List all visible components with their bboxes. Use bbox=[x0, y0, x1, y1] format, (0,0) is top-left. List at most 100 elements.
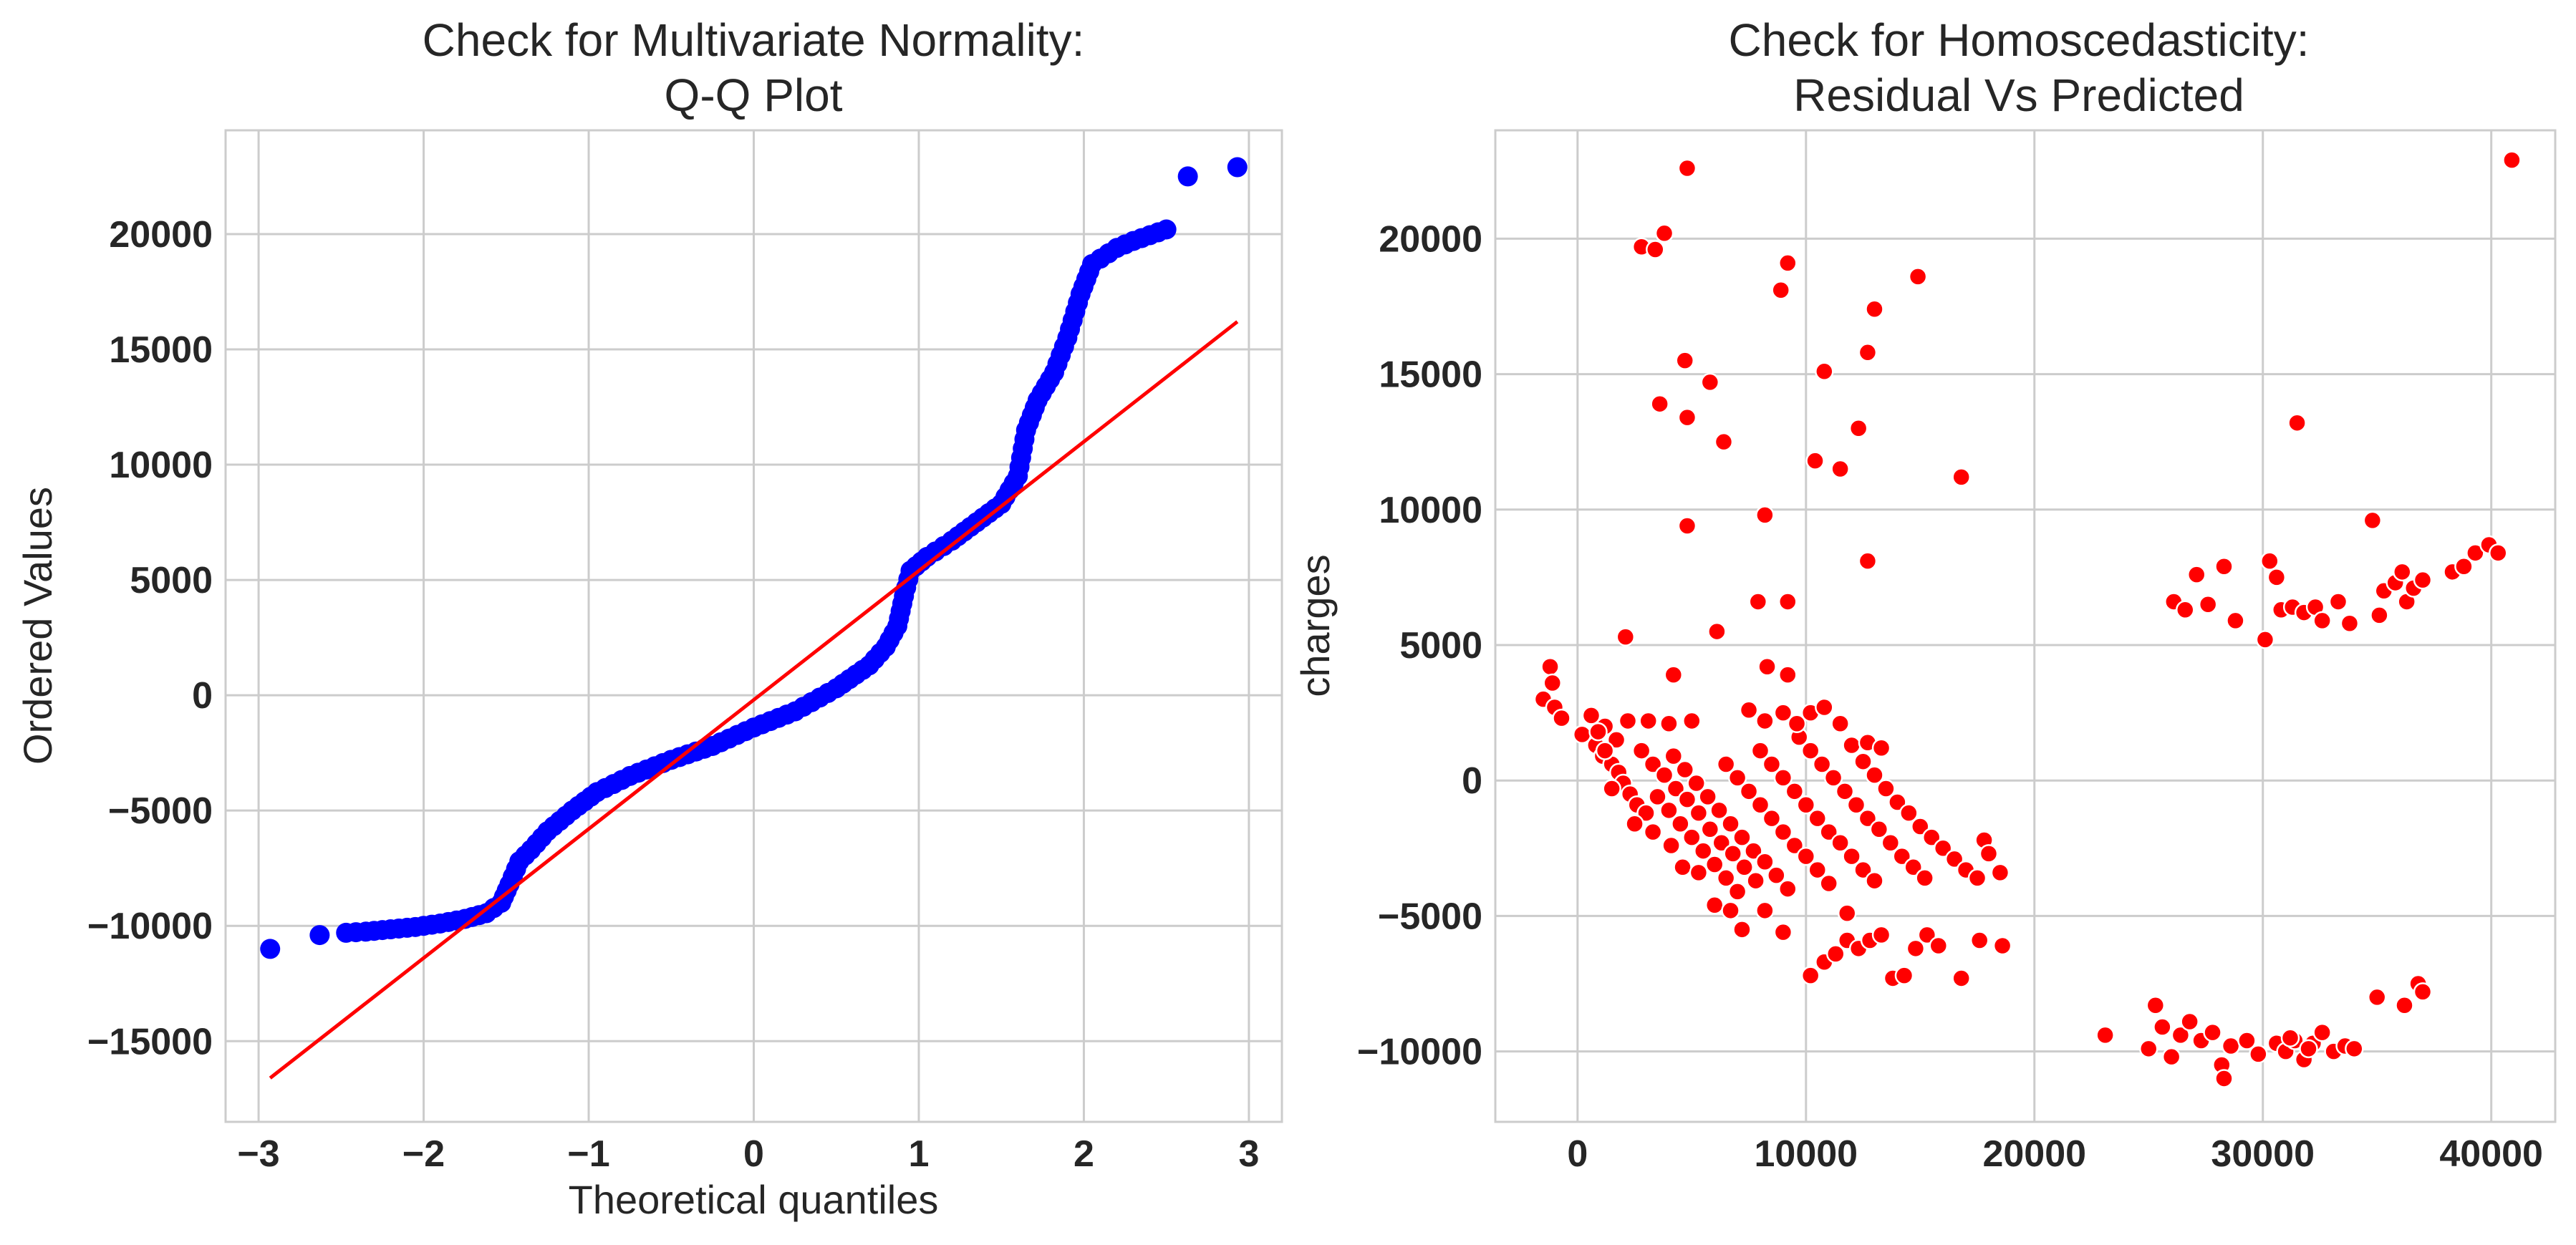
residual-point bbox=[2280, 1028, 2300, 1047]
residual-point bbox=[2198, 594, 2218, 614]
residual-point bbox=[2312, 611, 2332, 631]
qq-x-tick-label: 3 bbox=[1238, 1133, 1259, 1175]
residual-point bbox=[2287, 413, 2307, 432]
residual-point bbox=[1778, 253, 1798, 273]
qq-y-tick-label: −10000 bbox=[87, 906, 213, 947]
residual-point bbox=[1675, 351, 1694, 370]
residual-point bbox=[1921, 828, 1941, 847]
residual-point bbox=[1865, 299, 1884, 319]
qq-fit-line bbox=[269, 320, 1239, 1080]
residual-point bbox=[1659, 714, 1679, 733]
residual-point bbox=[1739, 782, 1759, 801]
res-y-tick-label: 20000 bbox=[1379, 218, 1482, 260]
residual-point bbox=[1661, 835, 1681, 856]
residual-point bbox=[2171, 1025, 2191, 1045]
residual-point bbox=[2226, 611, 2245, 631]
qq-point bbox=[309, 925, 330, 946]
residual-point bbox=[2161, 1047, 2181, 1067]
residual-y-tick-labels: −10000 −5000 0 5000 10000 15000 20000 bbox=[1357, 218, 1482, 1072]
residual-point bbox=[2237, 1031, 2257, 1050]
residual-point bbox=[1689, 863, 1709, 883]
residual-point bbox=[1869, 820, 1889, 839]
residual-point bbox=[2255, 630, 2275, 649]
residual-point bbox=[2502, 150, 2522, 170]
residual-point bbox=[1714, 432, 1734, 452]
residual-point bbox=[1888, 793, 1907, 812]
residual-point bbox=[1853, 860, 1873, 880]
residual-point bbox=[1739, 700, 1759, 720]
residual-point bbox=[1767, 866, 1786, 885]
residual-point bbox=[1700, 372, 1720, 392]
residual-point bbox=[2489, 543, 2508, 563]
residual-point bbox=[1933, 838, 1953, 858]
residual-point bbox=[1915, 868, 1934, 888]
residual-point bbox=[1812, 755, 1832, 774]
residual-point bbox=[1677, 407, 1697, 427]
residual-point bbox=[1853, 752, 1873, 771]
residual-point bbox=[1704, 896, 1724, 915]
qq-y-tick-label: −5000 bbox=[108, 790, 213, 832]
residual-point bbox=[1540, 657, 1560, 677]
residual-point bbox=[2095, 1025, 2115, 1045]
residual-point bbox=[1830, 714, 1850, 733]
residual-point bbox=[1616, 627, 1636, 646]
residual-point bbox=[2138, 1039, 2158, 1059]
qq-y-tick-label: 15000 bbox=[109, 329, 213, 371]
residual-point bbox=[1858, 551, 1878, 571]
residual-point bbox=[2176, 600, 2195, 620]
residual-data-points bbox=[1533, 150, 2522, 1088]
residual-point bbox=[1785, 835, 1805, 856]
residual-point bbox=[1606, 730, 1626, 750]
residual-point bbox=[1659, 800, 1679, 820]
res-y-tick-label: −5000 bbox=[1378, 896, 1482, 937]
residual-point bbox=[1778, 879, 1798, 898]
residual-point bbox=[1689, 803, 1709, 823]
res-x-tick-label: 10000 bbox=[1754, 1133, 1858, 1175]
residual-point bbox=[1778, 665, 1798, 684]
residual-point bbox=[2393, 562, 2412, 582]
residual-point bbox=[1639, 711, 1658, 731]
qq-y-tick-label: 10000 bbox=[109, 445, 213, 486]
residual-point bbox=[2345, 1039, 2364, 1059]
qq-x-tick-label: −1 bbox=[567, 1133, 609, 1175]
residual-point bbox=[2413, 982, 2433, 1002]
residual-point bbox=[1865, 765, 1884, 785]
residual-point bbox=[1650, 394, 1669, 414]
residual-point bbox=[1876, 779, 1896, 798]
residual-gridlines bbox=[1495, 130, 2555, 1122]
residual-point bbox=[2153, 1017, 2172, 1037]
residual-point bbox=[1618, 711, 1638, 731]
qq-x-tick-label: −2 bbox=[402, 1133, 445, 1175]
residual-point bbox=[1643, 755, 1663, 774]
residual-point bbox=[1819, 822, 1838, 842]
residual-point bbox=[1755, 711, 1775, 731]
residual-point bbox=[1842, 846, 1861, 866]
residual-point bbox=[1830, 833, 1850, 853]
residual-point bbox=[1755, 901, 1775, 921]
residual-point bbox=[1892, 846, 1912, 866]
residual-point bbox=[1992, 936, 2012, 956]
residual-point bbox=[1723, 844, 1742, 863]
residual-point bbox=[2221, 1036, 2241, 1056]
qq-y-tick-label: 0 bbox=[192, 675, 213, 717]
residual-point bbox=[1700, 820, 1720, 839]
residual-point bbox=[1631, 741, 1651, 760]
residual-point bbox=[2340, 614, 2360, 633]
qq-y-tick-labels: −15000 −10000 −5000 0 5000 10000 15000 20000 bbox=[87, 214, 213, 1062]
residual-point bbox=[1952, 969, 1971, 988]
residual-point bbox=[1842, 735, 1861, 755]
residual-title-line-1: Check for Homoscedasticity: bbox=[1729, 14, 2310, 66]
residual-point bbox=[2370, 606, 2389, 625]
residual-point bbox=[1757, 657, 1777, 677]
residual-point bbox=[1552, 708, 1571, 728]
res-x-tick-label: 20000 bbox=[1982, 1133, 2086, 1175]
residual-point bbox=[1846, 795, 1866, 815]
residual-point bbox=[2249, 1045, 2268, 1064]
residual-point bbox=[2299, 1039, 2318, 1059]
residual-point bbox=[1805, 451, 1825, 470]
residual-point bbox=[1865, 871, 1884, 891]
qq-x-tick-label: 0 bbox=[743, 1133, 764, 1175]
residual-y-axis-label: charges bbox=[1293, 554, 1338, 697]
residual-point bbox=[1707, 621, 1727, 641]
residual-point bbox=[1969, 931, 1989, 950]
